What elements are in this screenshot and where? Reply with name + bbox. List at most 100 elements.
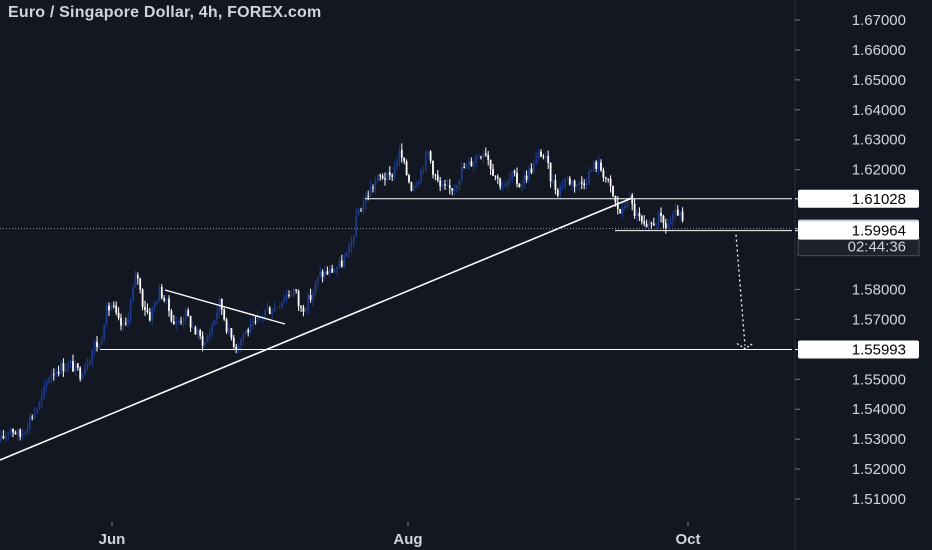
candle-body [40, 395, 43, 402]
candle-body [187, 310, 190, 317]
candle-body [225, 319, 228, 333]
candle-body [477, 156, 480, 158]
candle-body [57, 371, 60, 374]
candle-body [470, 161, 473, 167]
candle-body [9, 428, 12, 434]
candle-body [369, 187, 372, 197]
y-tick-label: 1.53000 [852, 431, 906, 448]
candle-body [0, 435, 2, 443]
candle-body [319, 271, 322, 278]
candle-body [14, 432, 17, 435]
candle-body [340, 260, 343, 267]
candle-body [2, 435, 5, 439]
price-label-155993-bg [798, 340, 919, 359]
projection-arrow-head [736, 343, 754, 350]
candle-body [160, 286, 163, 299]
y-tick-label: 1.66000 [852, 42, 906, 59]
candle-body [590, 170, 593, 172]
candle-body [609, 178, 612, 187]
candle-body [220, 298, 223, 310]
candle-body [549, 162, 552, 182]
candle-body [595, 161, 598, 169]
candle-body [513, 171, 516, 173]
candle-body [182, 319, 185, 323]
candle-body [552, 180, 554, 182]
candle-body [151, 308, 154, 321]
candle-body [60, 363, 62, 374]
candle-body [597, 162, 600, 169]
candle-body [288, 294, 290, 296]
candle-body [158, 286, 161, 302]
candle-body [508, 178, 511, 182]
candle-body [621, 208, 624, 214]
candle-body [480, 156, 482, 158]
candle-body [652, 223, 655, 226]
candle-body [669, 221, 672, 224]
candle-body [451, 188, 454, 191]
candle-body [122, 322, 125, 326]
candle-body [326, 271, 329, 275]
candle-body [482, 153, 485, 158]
candle-body [528, 168, 530, 180]
candle-body [506, 181, 509, 185]
projection-arrow[interactable] [735, 234, 746, 346]
candle-body [328, 268, 331, 275]
candle-body [631, 195, 634, 204]
candle-body [266, 307, 269, 310]
candle-body [448, 185, 451, 189]
y-tick-label: 1.62000 [852, 162, 906, 179]
candle-body [645, 223, 648, 228]
candle-body [252, 321, 254, 324]
candle-body [650, 222, 653, 224]
wedge-trendline[interactable] [164, 289, 286, 325]
candle-body [211, 325, 214, 333]
ascending-trendline[interactable] [0, 197, 633, 461]
candle-body [175, 321, 178, 325]
candle-body [468, 161, 470, 165]
candle-body [98, 344, 101, 348]
candle-body [384, 178, 386, 180]
candle-body [367, 196, 370, 198]
candle-body [648, 222, 650, 228]
candle-body [408, 175, 410, 183]
candle-body [206, 337, 209, 343]
candles [0, 143, 684, 443]
candle-body [381, 175, 384, 179]
candle-body [16, 429, 19, 435]
candle-body [576, 184, 578, 187]
candle-body [139, 278, 142, 290]
candle-body [624, 206, 626, 209]
countdown-label: 02:44:36 [848, 239, 906, 256]
candle-body [672, 214, 674, 222]
price-label-161028-bg [798, 189, 919, 208]
candle-body [26, 428, 29, 433]
candle-body [36, 409, 38, 413]
candle-body [163, 298, 166, 301]
candle-body [45, 382, 48, 387]
candle-body [249, 323, 252, 333]
y-tick-label: 1.67000 [852, 12, 906, 29]
candle-body [196, 330, 199, 335]
candle-body [244, 330, 247, 335]
candle-body [192, 327, 194, 329]
candle-body [405, 161, 408, 176]
y-tick-label: 1.55000 [852, 371, 906, 388]
y-tick-label: 1.65000 [852, 72, 906, 89]
candle-body [297, 290, 300, 307]
candle-body [484, 153, 487, 155]
candle-body [616, 202, 619, 210]
candle-body [472, 162, 475, 167]
candle-body [424, 152, 427, 170]
candle-body [410, 182, 413, 191]
candle-body [530, 168, 533, 173]
y-tick-label: 1.54000 [852, 401, 906, 418]
candle-body [242, 334, 245, 339]
candle-body [12, 428, 14, 433]
candle-body [271, 311, 274, 315]
candle-body [336, 267, 338, 270]
candle-body [520, 184, 523, 188]
price-label-161028: 1.61028 [852, 191, 906, 208]
candle-body [292, 289, 295, 296]
candle-body [542, 156, 545, 158]
